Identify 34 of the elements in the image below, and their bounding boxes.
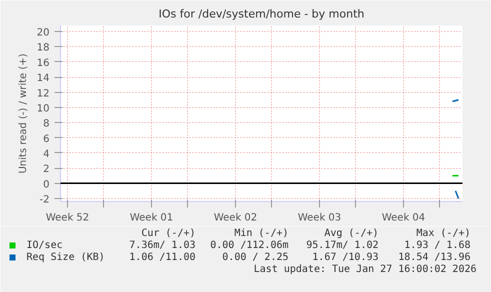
x-tick-label: Week 01 xyxy=(130,212,174,224)
y-tick-label: 20 xyxy=(36,28,50,39)
y-tick-label: 6 xyxy=(43,134,50,145)
chart-title: IOs for /dev/system/home - by month xyxy=(158,8,364,20)
legend-label: IO/sec xyxy=(26,240,63,251)
x-tick-label: Week 04 xyxy=(382,212,426,224)
y-tick-label: 18 xyxy=(36,42,50,54)
text: 1.93 / 1.68 xyxy=(404,240,471,251)
y-tick-label: 16 xyxy=(36,58,50,69)
text: 0.00 / 2.25 xyxy=(222,252,289,263)
text: 18.54 /13.96 xyxy=(398,252,471,263)
x-tick-label: Week 02 xyxy=(214,212,258,224)
text: Last update: Tue Jan 27 16:00:02 2026 xyxy=(254,264,477,275)
x-tick-label: Week 52 xyxy=(46,212,90,224)
text: Min (-/+) xyxy=(234,228,289,239)
y-tick-label: 8 xyxy=(43,118,50,130)
legend-label: Req Size (KB) xyxy=(26,252,105,263)
text: Avg (-/+) xyxy=(324,228,379,239)
text: 1.06 /11.00 xyxy=(129,252,196,263)
y-tick-label: 2 xyxy=(43,164,50,176)
y-tick-label: 14 xyxy=(36,73,50,84)
text: 1.67 /10.93 xyxy=(312,252,379,263)
text: Cur (-/+) xyxy=(141,228,196,239)
y-tick-label: 12 xyxy=(36,88,50,100)
x-tick-label: Week 03 xyxy=(298,212,342,224)
y-tick-label: 4 xyxy=(43,148,50,160)
text: 95.17m/ 1.02 xyxy=(306,240,379,251)
text: Max (-/+) xyxy=(416,228,471,239)
y-tick-label: 10 xyxy=(36,103,50,114)
y-tick-label: 0 xyxy=(43,179,50,190)
y-axis-title: Units read (-) / write (+) xyxy=(18,53,29,174)
text: 0.00 /112.06m xyxy=(210,240,289,251)
text: 7.36m/ 1.03 xyxy=(129,240,196,251)
y-tick-label: -2 xyxy=(40,194,50,206)
